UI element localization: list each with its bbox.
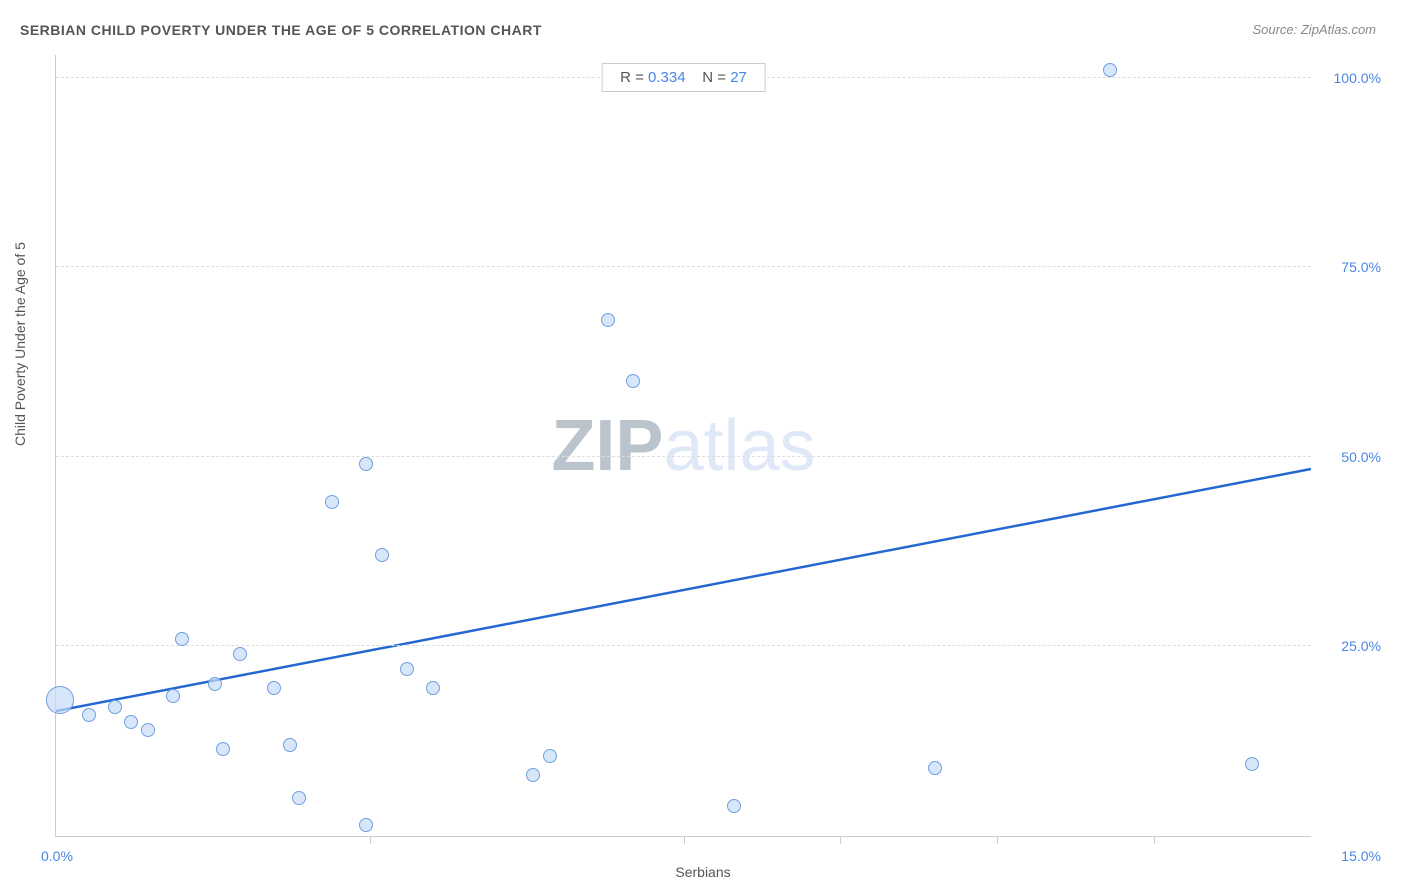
scatter-point bbox=[426, 681, 440, 695]
y-tick-label: 75.0% bbox=[1341, 259, 1381, 275]
y-tick-label: 25.0% bbox=[1341, 638, 1381, 654]
scatter-point bbox=[626, 374, 640, 388]
y-tick-label: 50.0% bbox=[1341, 449, 1381, 465]
scatter-point bbox=[359, 818, 373, 832]
scatter-point bbox=[216, 742, 230, 756]
scatter-point bbox=[727, 799, 741, 813]
scatter-point bbox=[283, 738, 297, 752]
x-max-label: 15.0% bbox=[1341, 848, 1381, 864]
x-axis-label: Serbians bbox=[675, 864, 730, 880]
gridline bbox=[56, 645, 1311, 646]
scatter-point bbox=[267, 681, 281, 695]
trend-line-svg bbox=[56, 55, 1311, 836]
y-tick-label: 100.0% bbox=[1334, 70, 1381, 86]
watermark: ZIPatlas bbox=[551, 405, 815, 487]
scatter-point bbox=[124, 715, 138, 729]
r-value: 0.334 bbox=[648, 69, 686, 86]
x-origin-label: 0.0% bbox=[41, 848, 73, 864]
scatter-point bbox=[1245, 757, 1259, 771]
scatter-point bbox=[1103, 63, 1117, 77]
chart-title: SERBIAN CHILD POVERTY UNDER THE AGE OF 5… bbox=[20, 22, 542, 38]
gridline bbox=[56, 456, 1311, 457]
x-tick bbox=[840, 836, 841, 844]
scatter-point bbox=[400, 662, 414, 676]
source-attribution: Source: ZipAtlas.com bbox=[1252, 22, 1376, 37]
chart-plot-area: ZIPatlas R = 0.334 N = 27 0.0% 15.0% 25.… bbox=[55, 55, 1311, 837]
stats-box: R = 0.334 N = 27 bbox=[601, 63, 766, 92]
scatter-point bbox=[359, 457, 373, 471]
scatter-point bbox=[543, 749, 557, 763]
scatter-point bbox=[325, 495, 339, 509]
r-label: R = bbox=[620, 69, 644, 86]
scatter-point bbox=[175, 632, 189, 646]
trend-line bbox=[56, 469, 1311, 711]
scatter-point bbox=[928, 761, 942, 775]
scatter-point bbox=[46, 686, 74, 714]
scatter-point bbox=[108, 700, 122, 714]
scatter-point bbox=[82, 708, 96, 722]
scatter-point bbox=[526, 768, 540, 782]
y-axis-label: Child Poverty Under the Age of 5 bbox=[12, 242, 28, 446]
n-value: 27 bbox=[730, 69, 747, 86]
watermark-light: atlas bbox=[663, 406, 815, 486]
gridline bbox=[56, 266, 1311, 267]
scatter-point bbox=[375, 548, 389, 562]
n-label: N = bbox=[702, 69, 726, 86]
scatter-point bbox=[208, 677, 222, 691]
scatter-point bbox=[601, 313, 615, 327]
watermark-bold: ZIP bbox=[551, 406, 663, 486]
x-tick bbox=[997, 836, 998, 844]
scatter-point bbox=[233, 647, 247, 661]
x-tick bbox=[1154, 836, 1155, 844]
x-tick bbox=[684, 836, 685, 844]
scatter-point bbox=[292, 791, 306, 805]
scatter-point bbox=[166, 689, 180, 703]
scatter-point bbox=[141, 723, 155, 737]
x-tick bbox=[370, 836, 371, 844]
